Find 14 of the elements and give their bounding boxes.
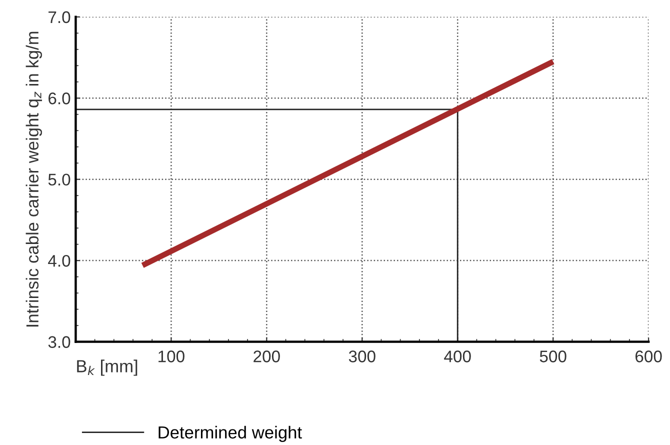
- x-axis-title: B$_{k}$ [mm]: [77, 360, 138, 376]
- y-tick-label: 4.0: [48, 254, 70, 267]
- x-tick-label: 400: [444, 350, 471, 362]
- y-axis-title: Intrinsic cable carrier weight q$_{z}$ in kg/m: [26, 32, 42, 327]
- y-tick-label: 5.0: [48, 174, 70, 186]
- y-tick-label: 6.0: [48, 92, 70, 104]
- x-tick-label: 300: [348, 350, 376, 362]
- x-tick-label: 500: [540, 350, 566, 362]
- x-tick-label: 600: [636, 350, 662, 362]
- x-tick-label: 100: [158, 350, 184, 362]
- legend-label: Determined weight: [158, 426, 302, 442]
- y-tick-label: 3.0: [48, 336, 70, 348]
- y-tick-label: 7.0: [48, 11, 70, 24]
- x-tick-label: 200: [254, 350, 280, 362]
